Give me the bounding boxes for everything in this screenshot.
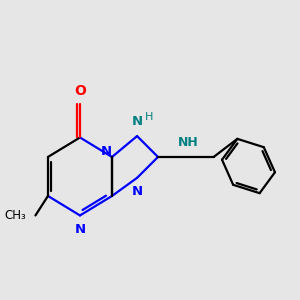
- Text: O: O: [74, 84, 86, 98]
- Text: CH₃: CH₃: [4, 209, 26, 222]
- Text: N: N: [100, 146, 112, 158]
- Text: NH: NH: [178, 136, 199, 148]
- Text: N: N: [74, 223, 86, 236]
- Text: N: N: [131, 115, 142, 128]
- Text: H: H: [145, 112, 153, 122]
- Text: N: N: [132, 185, 143, 198]
